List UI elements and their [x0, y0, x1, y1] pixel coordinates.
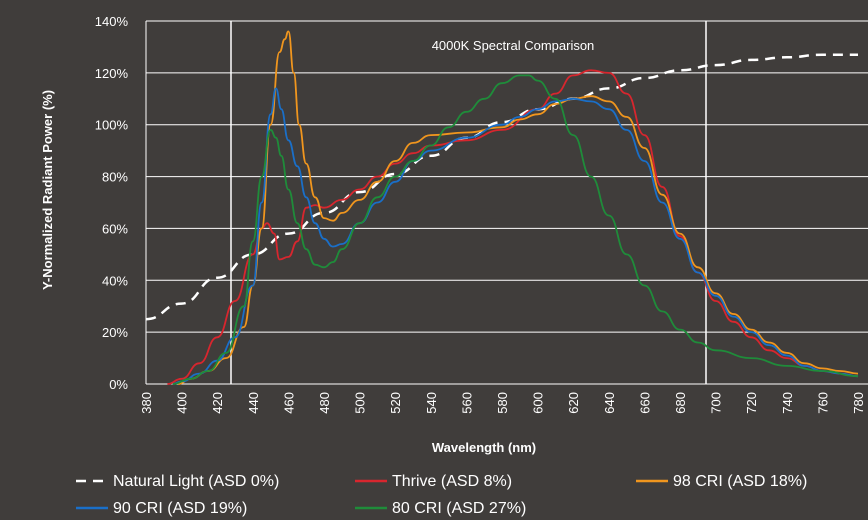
x-tick-label: 580 — [495, 392, 510, 414]
y-tick-label: 20% — [102, 325, 128, 340]
x-tick-label: 380 — [139, 392, 154, 414]
x-tick-label: 640 — [602, 392, 617, 414]
y-tick-label: 140% — [95, 14, 129, 29]
y-tick-label: 60% — [102, 221, 128, 236]
x-tick-label: 620 — [566, 392, 581, 414]
x-tick-label: 520 — [388, 392, 403, 414]
x-tick-label: 700 — [709, 392, 724, 414]
legend-label: 80 CRI (ASD 27%) — [392, 500, 526, 517]
x-tick-label: 400 — [175, 392, 190, 414]
x-tick-label: 500 — [353, 392, 368, 414]
series-line-1 — [167, 69, 859, 385]
legend: Natural Light (ASD 0%) Thrive (ASD 8%) 98 … — [76, 473, 807, 517]
x-tick-label: 720 — [744, 392, 759, 414]
series-line-2 — [177, 30, 859, 385]
chart-title: 4000K Spectral Comparison — [432, 38, 595, 53]
x-tick-label: 680 — [673, 392, 688, 414]
x-tick-label: 760 — [815, 392, 830, 414]
y-axis-title: Y-Normalized Radiant Power (%) — [40, 90, 55, 290]
x-tick-label: 480 — [317, 392, 332, 414]
y-tick-label: 120% — [95, 66, 129, 81]
series-line-4 — [172, 74, 859, 385]
x-tick-label: 460 — [281, 392, 296, 414]
legend-label: Thrive (ASD 8%) — [392, 473, 512, 490]
series-line-0 — [145, 53, 858, 321]
y-tick-label: 100% — [95, 118, 129, 133]
y-tick-label: 80% — [102, 170, 128, 185]
x-tick-label: 600 — [531, 392, 546, 414]
x-tick-label: 420 — [210, 392, 225, 414]
x-tick-label: 660 — [637, 392, 652, 414]
x-axis-title: Wavelength (nm) — [432, 440, 536, 455]
series-line-3 — [172, 87, 859, 385]
legend-label: Natural Light (ASD 0%) — [113, 473, 279, 490]
x-tick-label: 560 — [459, 392, 474, 414]
legend-label: 90 CRI (ASD 19%) — [113, 500, 247, 517]
grid-layer: 0% 20% 40% 60% 80% 100% 120% 140% — [95, 14, 868, 392]
x-tick-label: 540 — [424, 392, 439, 414]
x-tick-label: 780 — [851, 392, 866, 414]
x-tick-label: 440 — [246, 392, 261, 414]
series-layer — [145, 30, 859, 385]
axis-layer: 380 400 420 440 460 480 500 520 540 560 580 600 620 6… — [139, 392, 866, 414]
x-tick-label: 740 — [780, 392, 795, 414]
y-tick-label: 40% — [102, 273, 128, 288]
y-tick-label: 0% — [109, 377, 128, 392]
legend-label: 98 CRI (ASD 18%) — [673, 473, 807, 490]
